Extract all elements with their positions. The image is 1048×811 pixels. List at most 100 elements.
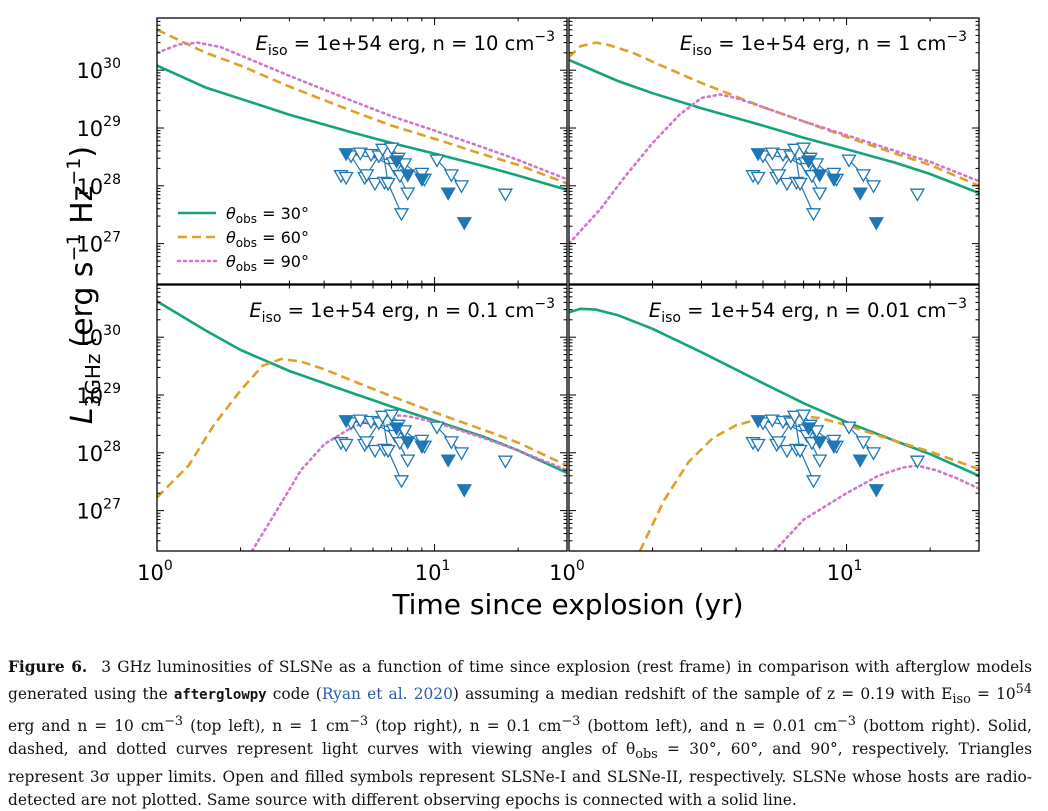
upper-limit-slsn-ii <box>338 415 354 429</box>
axis-ticks <box>156 17 568 285</box>
upper-limit-slsn-i <box>805 475 822 489</box>
upper-limit-slsn-i <box>808 158 825 172</box>
upper-limit-slsn-ii <box>456 484 472 498</box>
upper-limit-slsn-i <box>383 142 400 156</box>
upper-limit-slsn-i <box>865 447 882 461</box>
caption-label: Figure 6. <box>8 658 88 676</box>
caption-text-3: ) assuming a median redshift of the samp… <box>452 684 953 703</box>
upper-limit-slsn-i <box>429 154 445 168</box>
caption-sup-5: −3 <box>837 714 856 730</box>
y-label-unit3: ) <box>65 146 100 158</box>
panel-plot-area <box>157 28 567 231</box>
caption-code: afterglowpy <box>173 686 267 703</box>
upper-limit-slsn-ii <box>826 440 842 455</box>
upper-limit-slsn-i <box>841 154 857 168</box>
upper-limit-slsn-ii <box>414 440 430 455</box>
panel-plot-area <box>157 300 567 551</box>
upper-limit-slsn-i <box>443 436 460 450</box>
upper-limit-slsn-ii <box>868 217 884 231</box>
upper-limit-slsn-i <box>841 421 857 435</box>
caption-text-5: erg and n = 10 cm <box>8 717 165 736</box>
upper-limit-slsn-ii <box>812 436 828 450</box>
x-tick-label: 101 <box>415 558 451 585</box>
upper-limit-slsn-ii <box>812 169 828 183</box>
panel-title: Eiso = 1e+54 erg, n = 10 cm−3 <box>256 29 555 59</box>
panel-top-left: 1027 1028 1029 1030 Eiso = 1e+54 erg, n = 10… <box>76 17 568 285</box>
upper-limit-slsn-i <box>396 425 413 439</box>
y-label-unit: (erg s <box>65 261 100 347</box>
upper-limit-slsn-i <box>374 410 391 425</box>
upper-limit-slsn-i <box>380 444 396 459</box>
caption-text-9: (bottom right). Solid, dashed, and dotte… <box>8 717 1032 758</box>
figure: 1027 1028 1029 1030 Eiso = 1e+54 erg, n = 10… <box>63 17 980 621</box>
upper-limit-slsn-i <box>367 177 383 192</box>
upper-limit-slsn-i <box>764 147 780 161</box>
panel-top-right: Eiso = 1e+54 erg, n = 1 cm−3 <box>568 17 980 285</box>
upper-limit-slsn-ii <box>852 454 868 468</box>
upper-limit-slsn-ii <box>800 422 817 436</box>
upper-limit-slsn-i <box>786 143 803 158</box>
caption-text-8: (bottom left), and n = 0.01 cm <box>580 717 838 736</box>
upper-limit-slsn-i <box>393 475 410 489</box>
upper-limit-slsn-i <box>909 188 926 202</box>
y-label-exp1: −1 <box>63 233 85 261</box>
upper-limit-slsn-i <box>380 177 396 192</box>
upper-limit-slsn-i <box>795 409 812 423</box>
upper-limit-slsn-i <box>400 187 416 201</box>
panel-bottom-right: 100 101 Eiso = 1e+54 erg, n = 0.01 cm−3 <box>549 284 980 585</box>
y-tick-label: 1027 <box>76 230 121 257</box>
curve-theta30 <box>569 307 979 477</box>
upper-limit-slsn-i <box>352 414 368 428</box>
caption-text-4: = 10 <box>970 684 1016 703</box>
curve-theta30 <box>157 64 567 192</box>
upper-limit-slsn-ii <box>440 454 456 468</box>
caption-text-7: (top right), n = 0.1 cm <box>368 717 562 736</box>
axis-ticks <box>156 284 568 552</box>
upper-limit-slsn-ii <box>750 148 766 162</box>
upper-limit-slsn-i <box>805 208 822 222</box>
upper-limit-slsn-ii <box>414 173 430 188</box>
panel-title: Eiso = 1e+54 erg, n = 0.1 cm−3 <box>249 296 555 326</box>
y-tick-label: 1030 <box>76 56 121 83</box>
upper-limit-slsn-i <box>443 169 460 183</box>
caption-text-1: 3 GHz luminosities of SLSNe as a functio… <box>8 658 1032 703</box>
upper-limit-slsn-i <box>750 171 766 186</box>
legend-entry-label: θobs = 90° <box>226 252 309 274</box>
upper-limit-slsn-i <box>396 158 413 172</box>
upper-limit-slsn-ii <box>852 187 868 201</box>
caption-ref-link[interactable]: Ryan et al. 2020 <box>321 684 453 703</box>
y-label-sub: 3GHz <box>81 354 105 408</box>
axis-ticks <box>568 284 980 552</box>
y-label-exp2: −1 <box>63 158 85 186</box>
curve-theta60 <box>157 357 567 499</box>
panel-plot-area <box>569 41 979 245</box>
upper-limit-slsn-ii <box>388 155 405 169</box>
upper-limit-slsn-ii <box>400 436 416 450</box>
upper-limit-slsn-i <box>359 436 375 450</box>
upper-limit-slsn-ii <box>440 187 456 201</box>
panel-bottom-left: 1027 1028 1029 1030 100 101 Eiso = 1e+54 erg, … <box>76 284 568 585</box>
upper-limit-slsn-i <box>808 425 825 439</box>
x-tick-label: 100 <box>549 558 585 585</box>
panel-title: Eiso = 1e+54 erg, n = 1 cm−3 <box>680 29 967 59</box>
panel-plot-area <box>569 307 979 551</box>
upper-limit-slsn-i <box>786 410 803 425</box>
upper-limit-slsn-i <box>855 436 872 450</box>
y-label-main: L <box>65 407 100 424</box>
x-tick-label: 101 <box>827 558 863 585</box>
curve-theta90 <box>773 464 979 551</box>
upper-limit-slsn-i <box>779 444 795 459</box>
upper-limit-slsn-i <box>497 188 514 202</box>
caption-sup-4: −3 <box>561 714 581 730</box>
caption-sup-3: −3 <box>349 714 369 730</box>
legend: θobs = 30°θobs = 60°θobs = 90° <box>176 204 309 274</box>
upper-limit-slsn-i <box>865 180 882 194</box>
curve-theta90 <box>250 413 567 551</box>
upper-limit-slsn-i <box>453 447 470 461</box>
legend-entry-label: θobs = 60° <box>226 228 309 250</box>
upper-limit-slsn-i <box>400 454 416 468</box>
axis-ticks <box>568 17 980 285</box>
upper-limit-slsn-i <box>909 455 926 469</box>
upper-limit-slsn-i <box>779 177 795 192</box>
y-tick-label: 1028 <box>76 172 121 199</box>
